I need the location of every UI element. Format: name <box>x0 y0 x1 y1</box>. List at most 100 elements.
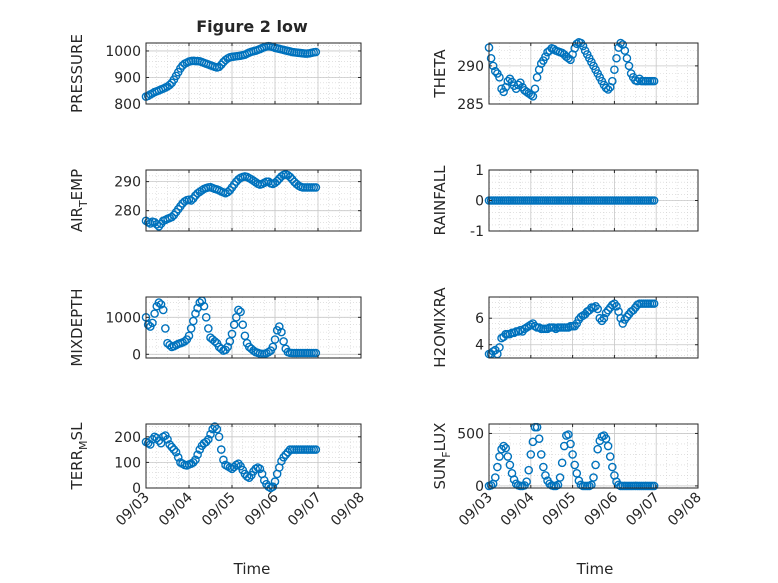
y-tick-label: 1000 <box>105 310 141 326</box>
y-tick-label: 800 <box>114 97 141 113</box>
y-axis-label-main: MIXDEPTH <box>68 288 86 366</box>
data-point <box>225 337 235 346</box>
data-point <box>188 316 198 326</box>
y-axis-label-subscript: M <box>77 440 90 450</box>
data-point <box>509 475 519 484</box>
data-point <box>287 174 297 184</box>
data-point <box>578 41 588 51</box>
data-point <box>152 220 162 229</box>
data-point <box>503 452 513 461</box>
data-point <box>214 62 224 72</box>
figure-title: Figure 2 low <box>196 17 308 36</box>
data-point <box>191 309 200 318</box>
axes-box <box>488 42 699 105</box>
data-point <box>173 452 183 462</box>
data-point <box>311 47 321 57</box>
y-axis-label-main: THETA <box>431 49 449 99</box>
data-point <box>277 327 286 337</box>
data-point <box>541 52 550 62</box>
data-point <box>493 462 502 472</box>
axes-box <box>145 169 362 232</box>
y-tick-label: 1000 <box>105 44 141 60</box>
subplot-3: 280 290 AIRTEMP <box>68 169 362 232</box>
data-point <box>499 87 508 97</box>
data-point <box>603 85 613 94</box>
data-point <box>167 442 177 452</box>
data-point <box>601 83 611 93</box>
data-point <box>649 481 659 491</box>
data-point <box>206 429 215 439</box>
data-point <box>589 473 598 482</box>
plot-area <box>489 424 698 488</box>
y-axis-label-main: TERR <box>68 450 86 491</box>
data-point <box>524 465 534 475</box>
data-point <box>255 464 265 474</box>
data-point <box>568 450 577 459</box>
data-point <box>165 80 174 90</box>
data-point <box>204 435 213 444</box>
data-point <box>184 331 194 341</box>
y-tick-label: 6 <box>475 311 484 327</box>
subplot-5: 0 1000 MIXDEPTH <box>68 288 362 367</box>
data-point <box>212 424 222 434</box>
y-axis-label: SUNFLUX <box>431 423 453 490</box>
data-point <box>620 46 630 55</box>
data-point <box>270 335 280 344</box>
data-point <box>505 460 515 470</box>
data-point <box>281 450 291 460</box>
data-point <box>528 92 538 101</box>
y-axis-label-main: H2OMIXRA <box>431 287 449 368</box>
data-point <box>236 307 245 317</box>
data-point <box>210 422 220 431</box>
data-point <box>570 460 579 470</box>
data-point <box>223 187 232 197</box>
data-point <box>608 76 617 86</box>
data-point <box>154 298 164 307</box>
data-point <box>165 340 174 350</box>
data-point <box>633 76 642 86</box>
data-point <box>545 46 554 55</box>
data-point <box>599 313 609 323</box>
data-point <box>566 55 575 65</box>
data-point <box>165 440 174 449</box>
data-point <box>227 329 237 339</box>
y-axis-label-main: SUN <box>431 458 449 490</box>
data-point <box>490 473 500 482</box>
y-axis-label: RAINFALL <box>431 165 449 236</box>
data-point <box>201 313 211 322</box>
data-point <box>234 305 243 315</box>
data-point <box>167 212 177 222</box>
data-point <box>234 459 243 468</box>
subplot-4: -1 0 1 RAINFALL <box>431 163 699 240</box>
data-markers <box>484 37 659 101</box>
data-point <box>495 73 504 82</box>
data-markers <box>484 422 659 491</box>
data-point <box>608 462 617 472</box>
data-point <box>530 84 540 94</box>
data-point <box>186 196 196 205</box>
y-axis-label: PRESSURE <box>68 34 86 113</box>
data-point <box>495 343 504 352</box>
data-point <box>191 455 200 465</box>
data-point <box>231 313 241 322</box>
y-axis-label: H2OMIXRA <box>431 287 449 368</box>
data-point <box>574 476 584 485</box>
y-tick-label: 0 <box>475 194 484 210</box>
data-point <box>268 482 278 492</box>
data-point <box>526 450 536 459</box>
data-point <box>593 444 602 454</box>
data-markers <box>141 296 321 359</box>
data-point <box>649 76 659 86</box>
y-axis-label-tail: EMP <box>68 169 86 200</box>
y-axis-label-main: PRESSURE <box>68 34 86 113</box>
data-point <box>591 460 600 470</box>
data-point <box>171 447 181 457</box>
data-point <box>649 299 659 308</box>
y-tick-label: 500 <box>457 426 484 442</box>
axes-box <box>145 42 362 105</box>
data-point <box>522 477 531 487</box>
data-point <box>199 301 209 311</box>
